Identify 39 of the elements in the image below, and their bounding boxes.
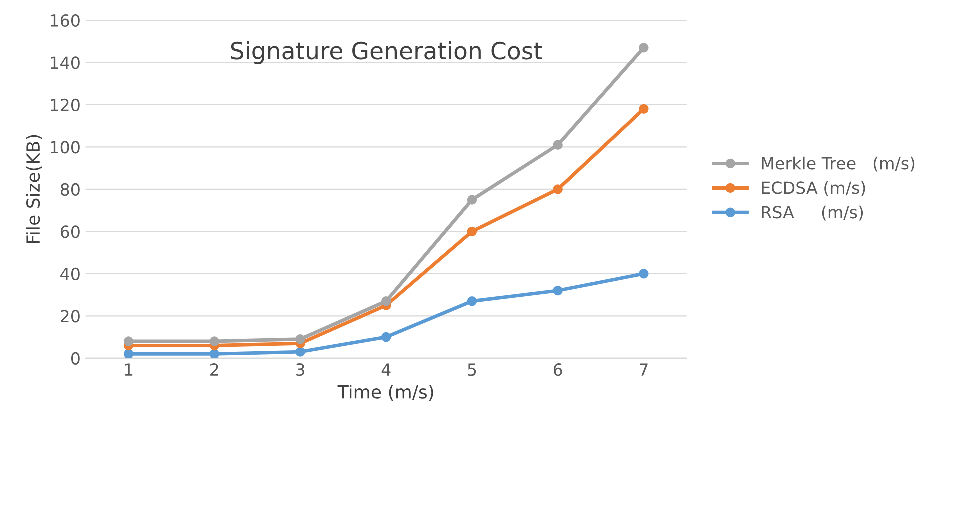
x-tick-label: 2 (210, 364, 218, 376)
x-tick-label: 7 (640, 364, 648, 376)
x-tick-label: 5 (468, 364, 476, 376)
point (210, 336, 220, 346)
y-tick-label: 60 (60, 226, 80, 238)
point (296, 347, 306, 357)
point (553, 184, 563, 194)
y-axis-title: File Size(KB) (26, 135, 42, 244)
x-axis-title: Time (m/s) (338, 384, 434, 402)
y-tick-label: 100 (51, 141, 80, 154)
x-tick-label: 4 (382, 364, 391, 376)
text: Signature Generation Cost (231, 42, 542, 64)
point (382, 332, 392, 342)
y-tick-label: 120 (51, 98, 80, 112)
point (124, 349, 134, 358)
y-tick-label: 20 (61, 310, 80, 323)
y-tick-label: 160 (51, 14, 80, 28)
point (467, 195, 478, 205)
point (210, 349, 220, 358)
y-tick-label: 140 (51, 56, 80, 70)
point (639, 269, 649, 279)
point (467, 226, 478, 237)
point (553, 140, 563, 150)
legend-label: RSA (m/s) (762, 206, 864, 221)
point (382, 296, 392, 306)
x-tick-label: 6 (554, 364, 562, 376)
point (296, 334, 306, 344)
y-tick-label: 80 (60, 183, 80, 196)
point (553, 286, 563, 296)
point (639, 43, 649, 53)
legend-label: Merkle Tree (m/s) (762, 156, 915, 172)
y-tick-label: 0 (71, 352, 80, 365)
y-tick-label: 40 (60, 268, 80, 280)
legend-label: ECDSA (m/s) (762, 181, 866, 196)
x-tick-label: 3 (296, 364, 304, 376)
point (639, 104, 649, 114)
point (467, 296, 478, 306)
x-tick-label: 1 (125, 364, 133, 376)
point (124, 336, 134, 346)
